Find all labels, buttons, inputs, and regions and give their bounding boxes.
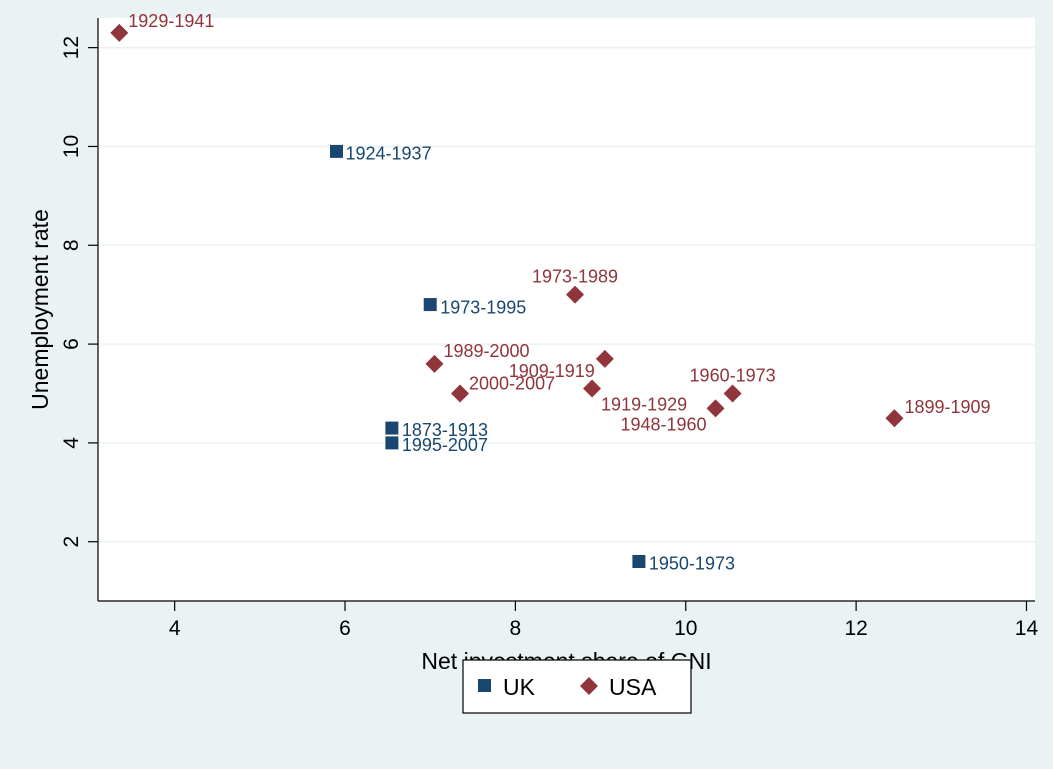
x-tick-label: 8 <box>510 617 522 640</box>
point-uk <box>385 421 399 435</box>
point-label: 1924-1937 <box>346 143 432 163</box>
legend-uk-marker <box>478 679 491 692</box>
point-label: 1973-1989 <box>532 267 618 287</box>
data-points <box>110 23 904 568</box>
point-usa <box>110 23 129 42</box>
point-label: 1960-1973 <box>690 365 776 385</box>
y-tick-label: 2 <box>60 536 83 548</box>
y-tick-label: 6 <box>60 338 83 350</box>
y-tick-label: 10 <box>60 135 83 158</box>
point-label: 2000-2007 <box>469 373 555 393</box>
legend-uk-label: UK <box>503 674 536 700</box>
point-uk <box>330 144 344 158</box>
point-usa <box>706 399 725 418</box>
axes: 4 6 8 10 12 14 2 4 6 8 10 12 <box>60 18 1038 640</box>
legend-usa-marker <box>580 677 598 695</box>
y-axis-title: Unemployment rate <box>27 209 53 410</box>
legend-usa-label: USA <box>609 674 657 700</box>
x-tick-label: 10 <box>674 617 697 640</box>
y-tick-label: 8 <box>60 239 83 251</box>
point-label: 1973-1995 <box>440 298 526 318</box>
point-label: 1909-1919 <box>509 361 595 381</box>
x-tick-label: 6 <box>339 617 351 640</box>
point-label: 1919-1929 <box>601 395 687 415</box>
y-tick-label: 12 <box>60 36 83 59</box>
point-uk <box>385 436 399 450</box>
point-label: 1929-1941 <box>128 11 214 31</box>
point-label: 1950-1973 <box>649 553 735 573</box>
point-usa <box>595 349 614 368</box>
point-label: 1995-2007 <box>402 435 488 455</box>
plot-area <box>98 18 1035 601</box>
x-tick-label: 12 <box>844 617 867 640</box>
point-label: 1873-1913 <box>402 420 488 440</box>
point-usa <box>451 384 470 403</box>
legend: UK USA <box>462 659 692 714</box>
point-uk <box>632 554 646 568</box>
legend-box <box>462 659 692 714</box>
point-usa <box>566 285 585 304</box>
point-label: 1948-1960 <box>620 414 706 434</box>
grid-lines <box>98 46 1035 543</box>
point-usa <box>583 379 602 398</box>
point-label: 1989-2000 <box>443 341 529 361</box>
y-tick-label: 4 <box>60 437 83 449</box>
point-usa <box>723 384 742 403</box>
point-uk <box>423 298 437 312</box>
x-tick-label: 4 <box>169 617 181 640</box>
point-usa <box>425 354 444 373</box>
point-usa <box>885 409 904 428</box>
x-tick-label: 14 <box>1015 617 1039 640</box>
point-label: 1899-1909 <box>904 397 990 417</box>
